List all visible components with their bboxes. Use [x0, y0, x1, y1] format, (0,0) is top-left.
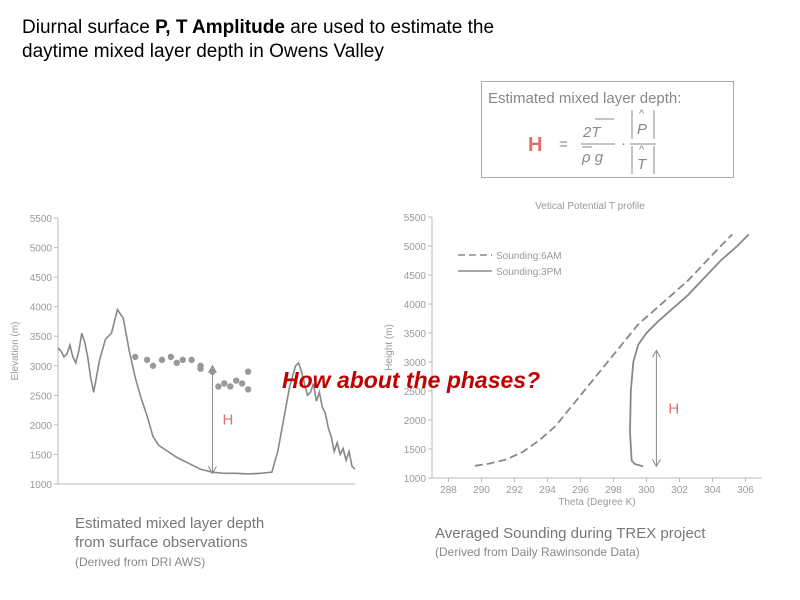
x-tick-label: 288: [440, 485, 457, 496]
mixed-layer-point: [227, 383, 234, 390]
left-caption: Estimated mixed layer depth from surface…: [75, 514, 264, 552]
mixed-layer-point: [197, 362, 204, 369]
mixed-layer-point: [149, 362, 157, 369]
y-tick-label: 2500: [30, 391, 53, 402]
h-arrow-head-bottom: [651, 459, 661, 468]
slide-title: Diurnal surface P, T Amplitude are used …: [22, 16, 494, 64]
x-tick-label: 302: [671, 485, 688, 496]
left-caption-sub: (Derived from DRI AWS): [75, 555, 206, 569]
chart-title: Vetical Potential T profile: [535, 201, 645, 212]
formula-H: H: [528, 134, 542, 156]
potential-temperature-chart: Vetical Potential T profile 1000 1500 2000 2…: [384, 201, 762, 508]
y-tick-label: 4500: [30, 273, 53, 284]
legend-label: Sounding:6AM: [496, 251, 562, 262]
mixed-layer-point: [221, 380, 228, 387]
y-tick-label: 1000: [404, 474, 427, 485]
mixed-layer-point: [238, 380, 246, 387]
formula-denominator: ρ g: [581, 149, 604, 166]
formula-label: Estimated mixed layer depth:: [488, 90, 682, 107]
legend-label: Sounding:3PM: [496, 267, 562, 278]
y-tick-label: 3500: [30, 332, 53, 343]
formula-T: T: [637, 156, 648, 173]
sounding-3pm-line: [629, 233, 750, 468]
y-tick-label: 4000: [30, 303, 53, 314]
formula-hat-T: ^: [639, 144, 645, 156]
mixed-layer-point: [173, 359, 180, 367]
title-post: are used to estimate the: [284, 17, 495, 38]
x-tick-label: 306: [737, 485, 754, 496]
y-tick-label: 3000: [30, 362, 53, 373]
terrain-profile-line: [57, 307, 356, 475]
sounding-6am-line: [474, 233, 733, 467]
h-arrow-head-top: [208, 364, 217, 374]
x-tick-label: 298: [605, 485, 622, 496]
title-pre: Diurnal surface: [22, 17, 156, 38]
y-tick-label: 5000: [404, 242, 427, 253]
y-tick-label: 2500: [404, 387, 427, 398]
mixed-layer-point: [188, 356, 195, 364]
formula-hat-P: ^: [639, 108, 645, 120]
formula-P: P: [637, 121, 647, 138]
y-tick-label: 4000: [404, 300, 427, 311]
mixed-layer-point: [132, 353, 139, 361]
y-tick-label: 5500: [404, 213, 427, 224]
y-tick-label: 1500: [30, 450, 53, 461]
formula-box: Estimated mixed layer depth: H = 2T ρ g …: [481, 81, 734, 178]
mixed-layer-point: [244, 368, 252, 375]
mixed-layer-point: [143, 356, 151, 364]
mixed-layer-point: [179, 356, 186, 364]
x-axis-label: Theta (Degree K): [558, 497, 635, 508]
y-tick-label: 3000: [404, 358, 427, 369]
formula-numerator: 2T: [582, 124, 602, 141]
x-tick-label: 296: [572, 485, 589, 496]
right-caption-sub: (Derived from Daily Rawinsonde Data): [435, 545, 640, 559]
y-tick-label: 1500: [404, 445, 427, 456]
y-tick-label: 4500: [404, 271, 427, 282]
title-bold: P, T Amplitude: [155, 17, 285, 38]
phases-callout: How about the phases?: [282, 367, 541, 393]
y-tick-label: 1000: [30, 480, 53, 491]
y-tick-label: 2000: [404, 416, 427, 427]
h-annotation: H: [222, 412, 233, 429]
formula-dot: ·: [621, 135, 626, 152]
y-tick-label: 5500: [30, 214, 53, 225]
formula-equals: =: [559, 136, 568, 153]
mixed-layer-point: [233, 377, 240, 384]
h-arrow-head-top: [651, 349, 661, 358]
y-axis-label: Height (m): [384, 324, 395, 371]
y-tick-label: 5000: [30, 244, 53, 255]
title-line2: daytime mixed layer depth in Owens Valle…: [22, 41, 384, 62]
mixed-layer-point: [158, 356, 166, 364]
x-tick-label: 294: [539, 485, 556, 496]
x-tick-label: 304: [704, 485, 721, 496]
y-tick-label: 2000: [30, 421, 53, 432]
y-axis-label: Elevation (m): [10, 322, 21, 381]
mixed-layer-point: [244, 386, 252, 393]
x-tick-label: 292: [506, 485, 523, 496]
right-caption: Averaged Sounding during TREX project: [435, 525, 706, 542]
x-tick-label: 290: [473, 485, 490, 496]
y-tick-label: 3500: [404, 329, 427, 340]
h-arrow-head-bottom: [208, 466, 217, 475]
left-caption-line1: Estimated mixed layer depth: [75, 515, 265, 532]
x-tick-label: 300: [638, 485, 655, 496]
mixed-layer-point: [215, 383, 222, 390]
elevation-chart: 1000 1500 2000 2500 3000 3500 4000 4500 5000 5500…: [10, 214, 356, 491]
mixed-layer-point: [167, 353, 175, 361]
formula-equation: H = 2T ρ g · ^ P ^ T: [528, 108, 656, 174]
h-annotation: H: [668, 400, 679, 417]
left-caption-line2: from surface observations: [75, 534, 248, 551]
